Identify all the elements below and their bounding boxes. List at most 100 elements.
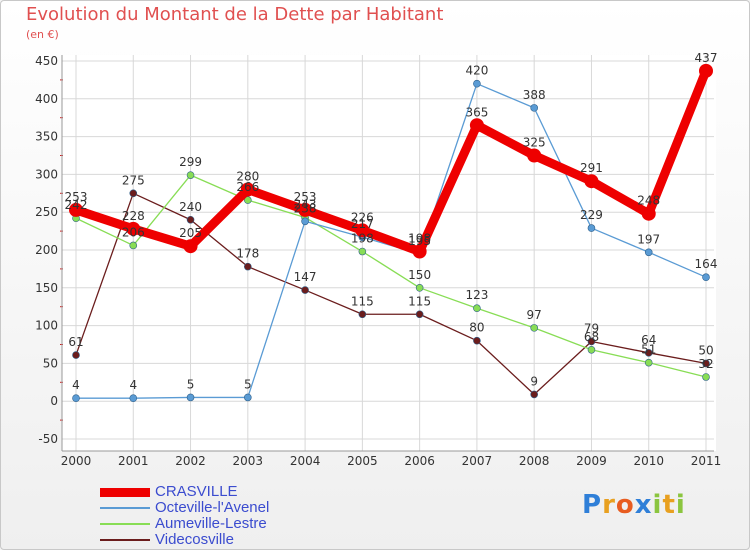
data-point [584,174,599,189]
data-point [530,390,538,399]
y-tick-label: 200 [35,243,58,257]
data-label: 205 [179,226,202,240]
legend-label: Videcosville [155,531,234,548]
data-label: 217 [351,217,374,231]
data-point [641,206,656,221]
data-label: 9 [530,374,538,388]
data-label: 240 [179,200,202,214]
data-label: 61 [68,335,83,349]
y-tick-label: 100 [35,319,58,333]
data-label: 164 [695,257,718,271]
y-tick-label: 400 [35,92,58,106]
data-point [355,223,370,238]
data-label: 68 [584,330,599,344]
data-point [72,351,80,359]
proxiti-logo: Proxiti [582,490,686,520]
series-line-0 [71,66,711,257]
chart-title: Evolution du Montant de la Dette par Hab… [26,4,444,25]
data-label: 228 [122,209,145,223]
data-point [469,118,484,133]
y-tick-label: 250 [35,205,58,219]
data-point [186,393,195,402]
data-label: 229 [580,208,603,222]
data-point [702,373,710,381]
legend-label: Octeville-l'Avenel [155,499,270,516]
data-label: 5 [187,377,195,391]
data-label: 147 [294,270,317,284]
data-label: 325 [523,136,546,150]
data-label: 388 [523,88,546,102]
data-label: 266 [236,180,259,194]
data-point [644,358,653,367]
data-point [644,349,653,357]
y-tick-label: 150 [35,281,58,295]
data-label: 437 [695,51,718,65]
data-point [699,63,713,78]
data-point [702,359,710,368]
x-tick-label: 2005 [347,454,378,468]
data-point [69,202,83,217]
data-point [126,221,141,236]
data-point [244,262,252,271]
legend-swatch [100,488,150,497]
x-tick-label: 2009 [576,454,607,468]
x-tick-label: 2007 [462,454,493,468]
data-point [415,310,424,319]
x-tick-label: 2011 [691,454,722,468]
data-label: 248 [637,194,660,208]
y-tick-label: 300 [35,167,58,181]
data-point [644,248,653,257]
x-tick-label: 2002 [175,454,206,468]
y-tick-label: 50 [43,356,58,370]
y-tick-label: 450 [35,54,58,68]
data-point [530,324,538,332]
data-point [244,196,252,204]
data-point [298,202,313,217]
legend-label: CRASVILLE [155,483,238,500]
x-tick-label: 2003 [233,454,264,468]
data-label: 299 [179,155,202,169]
data-label: 79 [584,321,599,335]
data-label: 5 [244,377,252,391]
x-tick-label: 2000 [61,454,92,468]
data-point [186,171,195,179]
series-line-2 [75,174,707,378]
data-point [702,273,710,282]
data-label: 197 [637,232,660,246]
data-label: 242 [65,198,88,212]
data-point [240,182,255,197]
x-tick-label: 2010 [633,454,664,468]
data-label: 4 [129,378,137,392]
data-label: 206 [122,225,145,239]
data-label: 51 [641,343,656,357]
data-label: 253 [65,190,88,204]
data-point [587,224,596,232]
data-label: 64 [641,333,656,347]
x-tick-label: 2004 [290,454,321,468]
data-label: 365 [465,105,488,119]
data-point [473,79,481,88]
data-point [412,244,427,259]
legend-swatch [100,539,150,541]
data-point [587,345,596,354]
data-point [587,337,596,346]
data-label: 115 [408,294,431,308]
chart-unit: (en €) [26,28,59,41]
legend-swatch [100,507,150,509]
data-point [129,189,138,198]
x-tick-label: 2001 [118,454,149,468]
data-point [301,286,309,294]
data-point [186,215,195,224]
data-label: 198 [351,232,374,246]
data-point [72,394,80,402]
data-label: 226 [351,210,374,224]
data-point [301,217,309,226]
x-tick-label: 2008 [519,454,550,468]
data-label: 123 [465,288,488,302]
data-label: 280 [236,170,259,184]
y-tick-label: 350 [35,130,58,144]
data-label: 198 [408,232,431,246]
data-label: 32 [698,357,713,371]
data-label: 50 [698,343,713,357]
